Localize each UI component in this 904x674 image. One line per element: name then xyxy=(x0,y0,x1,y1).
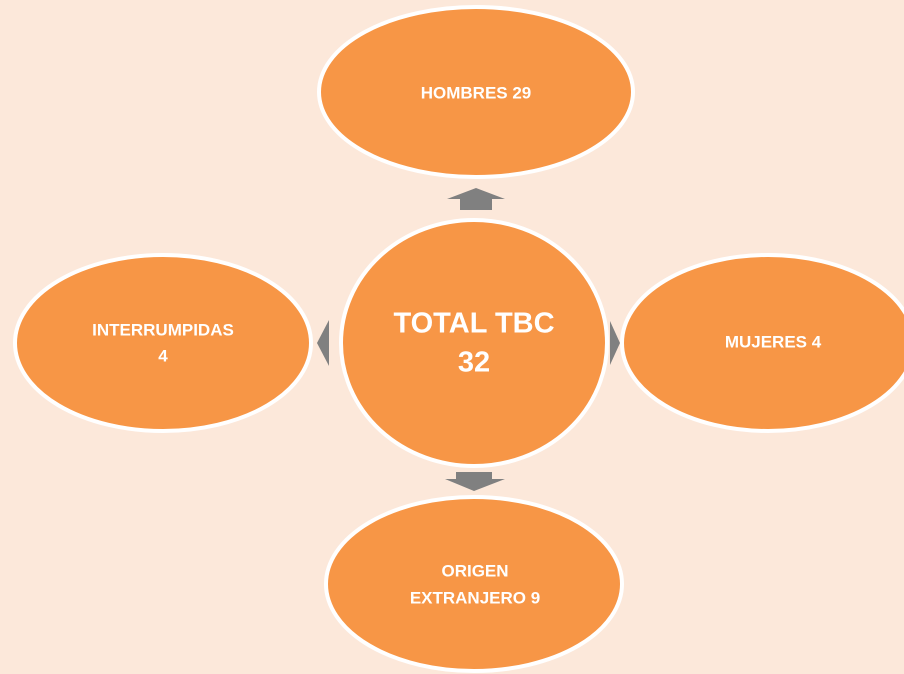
arrow-up xyxy=(447,188,505,210)
node-label: 4 xyxy=(158,346,168,365)
node-label: ORIGEN xyxy=(441,561,508,580)
node-label: MUJERES 4 xyxy=(725,332,822,351)
node-bottom xyxy=(324,495,624,673)
node-top xyxy=(317,5,635,179)
node-label: 32 xyxy=(458,347,490,379)
node-label: EXTRANJERO 9 xyxy=(410,588,540,607)
node-label: HOMBRES 29 xyxy=(421,83,532,102)
node-left xyxy=(13,253,313,433)
arrow-right xyxy=(610,321,620,365)
node-label: INTERRUMPIDAS xyxy=(92,320,234,339)
arrow-left xyxy=(317,320,329,366)
arrow-down xyxy=(445,472,505,491)
node-label: TOTAL TBC xyxy=(393,308,554,340)
node-right xyxy=(620,253,904,433)
node-center xyxy=(339,218,609,468)
